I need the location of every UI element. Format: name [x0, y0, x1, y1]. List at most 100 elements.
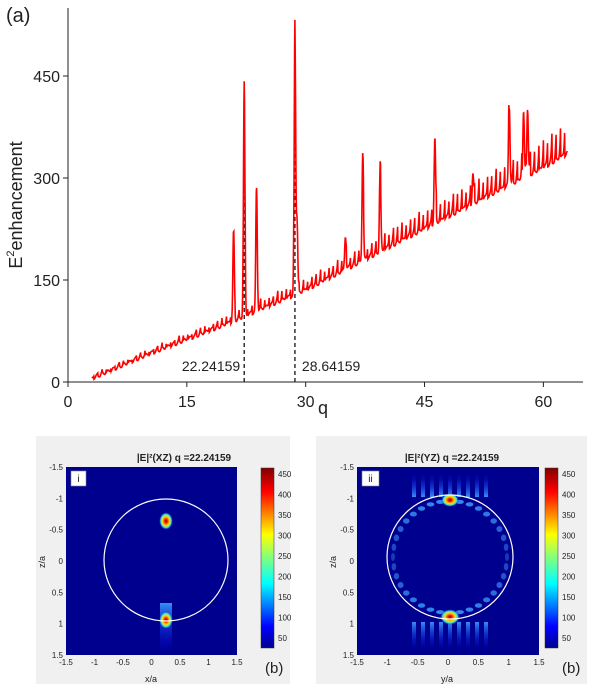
mode-spot [503, 543, 509, 551]
colorbar-tick-label: 200 [278, 572, 292, 581]
mode-spot [483, 597, 491, 603]
colorbar-tick-label: 100 [562, 613, 576, 622]
colorbar-tick-label: 450 [278, 470, 292, 479]
x-tick-label: -0.5 [116, 658, 130, 667]
mode-spot [500, 534, 507, 542]
x-tick-label: -1.5 [59, 658, 73, 667]
x-axis-label: q [318, 398, 328, 418]
colorbar-tick-label: 50 [278, 634, 287, 643]
mode-spot [490, 518, 498, 524]
plume-stripe [412, 473, 416, 497]
panel-tag: ii [368, 474, 372, 485]
y-tick-label: 0.5 [52, 588, 64, 597]
y-tick-label: 1 [59, 620, 64, 629]
x-tick-label: 1.5 [533, 658, 545, 667]
x-tick-label: -1.5 [350, 658, 364, 667]
plume-stripe [475, 622, 479, 650]
plume-stripe [421, 622, 425, 650]
x-tick-label: 0 [64, 394, 73, 411]
hotspot-bottom [159, 611, 173, 629]
series-line [91, 19, 568, 381]
plume-stripe [457, 622, 461, 650]
colorbar-tick-label: 450 [562, 470, 576, 479]
colorbar-tick-label: 100 [278, 613, 292, 622]
colorbar-tick-label: 350 [278, 511, 292, 520]
hotspot-top [159, 512, 173, 530]
enhancement-line-chart: 0 15 30 45 60 0 150 300 450 22.24159 28.64159 q E… [5, 8, 583, 418]
mode-spot [500, 572, 507, 580]
x-tick-label: -1 [384, 658, 392, 667]
mode-spot [483, 511, 491, 517]
mode-spot [417, 603, 426, 608]
corner-label: (b) [265, 660, 283, 677]
mode-spot [426, 607, 435, 612]
mode-spot [465, 502, 474, 507]
mode-spot [474, 506, 483, 511]
y-tick-label: 1.5 [52, 651, 64, 660]
y-tick-label: 0 [350, 557, 355, 566]
mode-spot [465, 607, 474, 612]
mode-spot [496, 582, 503, 588]
y-tick-label: -0.5 [340, 526, 354, 535]
mode-spot [426, 502, 435, 507]
plume-stripe [475, 473, 479, 497]
plume-stripe [466, 473, 470, 497]
plume-stripe [448, 473, 452, 497]
x-tick-label: 45 [416, 394, 434, 411]
annotation-label: 28.64159 [302, 358, 361, 374]
corner-label: (b) [562, 660, 580, 677]
plume-stripe [439, 473, 443, 497]
mode-spot [490, 590, 498, 596]
mode-spot [391, 553, 395, 561]
y-tick-label: 0 [51, 375, 60, 392]
mode-spot [409, 511, 417, 517]
plume-stripe [430, 622, 434, 650]
annotation-label: 22.24159 [182, 358, 241, 374]
colorbar-tick-label: 300 [562, 532, 576, 541]
mode-spot [409, 597, 417, 603]
mode-spot [397, 582, 404, 588]
colorbar-tick-label: 250 [278, 552, 292, 561]
colorbar [544, 467, 559, 649]
mode-spot [391, 543, 397, 551]
x-tick-label: 0.5 [174, 658, 186, 667]
mode-spot [503, 563, 509, 571]
x-tick-label: 1.5 [231, 658, 243, 667]
y-axis-label: z/a [328, 556, 338, 568]
x-tick-label: -0.5 [411, 658, 425, 667]
plume-stripe [421, 473, 425, 497]
y-tick-label: -0.5 [49, 526, 63, 535]
hotspot-bottom [440, 609, 460, 625]
x-axis-label: y/a [441, 674, 453, 684]
y-tick-label: -1.5 [340, 463, 354, 472]
y-tick-label: 1 [350, 620, 355, 629]
colorbar-tick-label: 150 [278, 593, 292, 602]
x-tick-label: 30 [297, 394, 315, 411]
colorbar [260, 467, 275, 649]
y-tick-label: -1 [347, 494, 355, 503]
mode-spot [403, 590, 410, 596]
x-tick-label: 1 [206, 658, 211, 667]
x-tick-label: 1 [506, 658, 511, 667]
y-tick-label: 150 [33, 273, 60, 290]
y-tick-label: 1.5 [343, 651, 355, 660]
mode-spot [496, 526, 503, 532]
mode-spot [391, 563, 397, 571]
colorbar-tick-label: 400 [562, 491, 576, 500]
mode-spot [393, 572, 400, 580]
plume-stripe [484, 473, 488, 497]
colorbar-tick-label: 200 [562, 572, 576, 581]
y-tick-label: 450 [33, 69, 60, 86]
plume-stripe [457, 473, 461, 497]
panel-tag-box [70, 470, 87, 487]
plume-stripe [484, 622, 488, 650]
heatmap-title: |E|²(YZ) q =22.24159 [405, 453, 500, 464]
colorbar-tick-label: 300 [278, 532, 292, 541]
heatmap-xz: |E|²(XZ) q =22.24159 i -1.5 -1 -0.5 0 0.5 1 1.… [36, 436, 292, 684]
x-tick-label: 0 [149, 658, 154, 667]
panel-tag-box [361, 470, 380, 487]
panel-label-a: (a) [6, 5, 30, 27]
colorbar-tick-label: 400 [278, 491, 292, 500]
mode-spot [397, 526, 404, 532]
